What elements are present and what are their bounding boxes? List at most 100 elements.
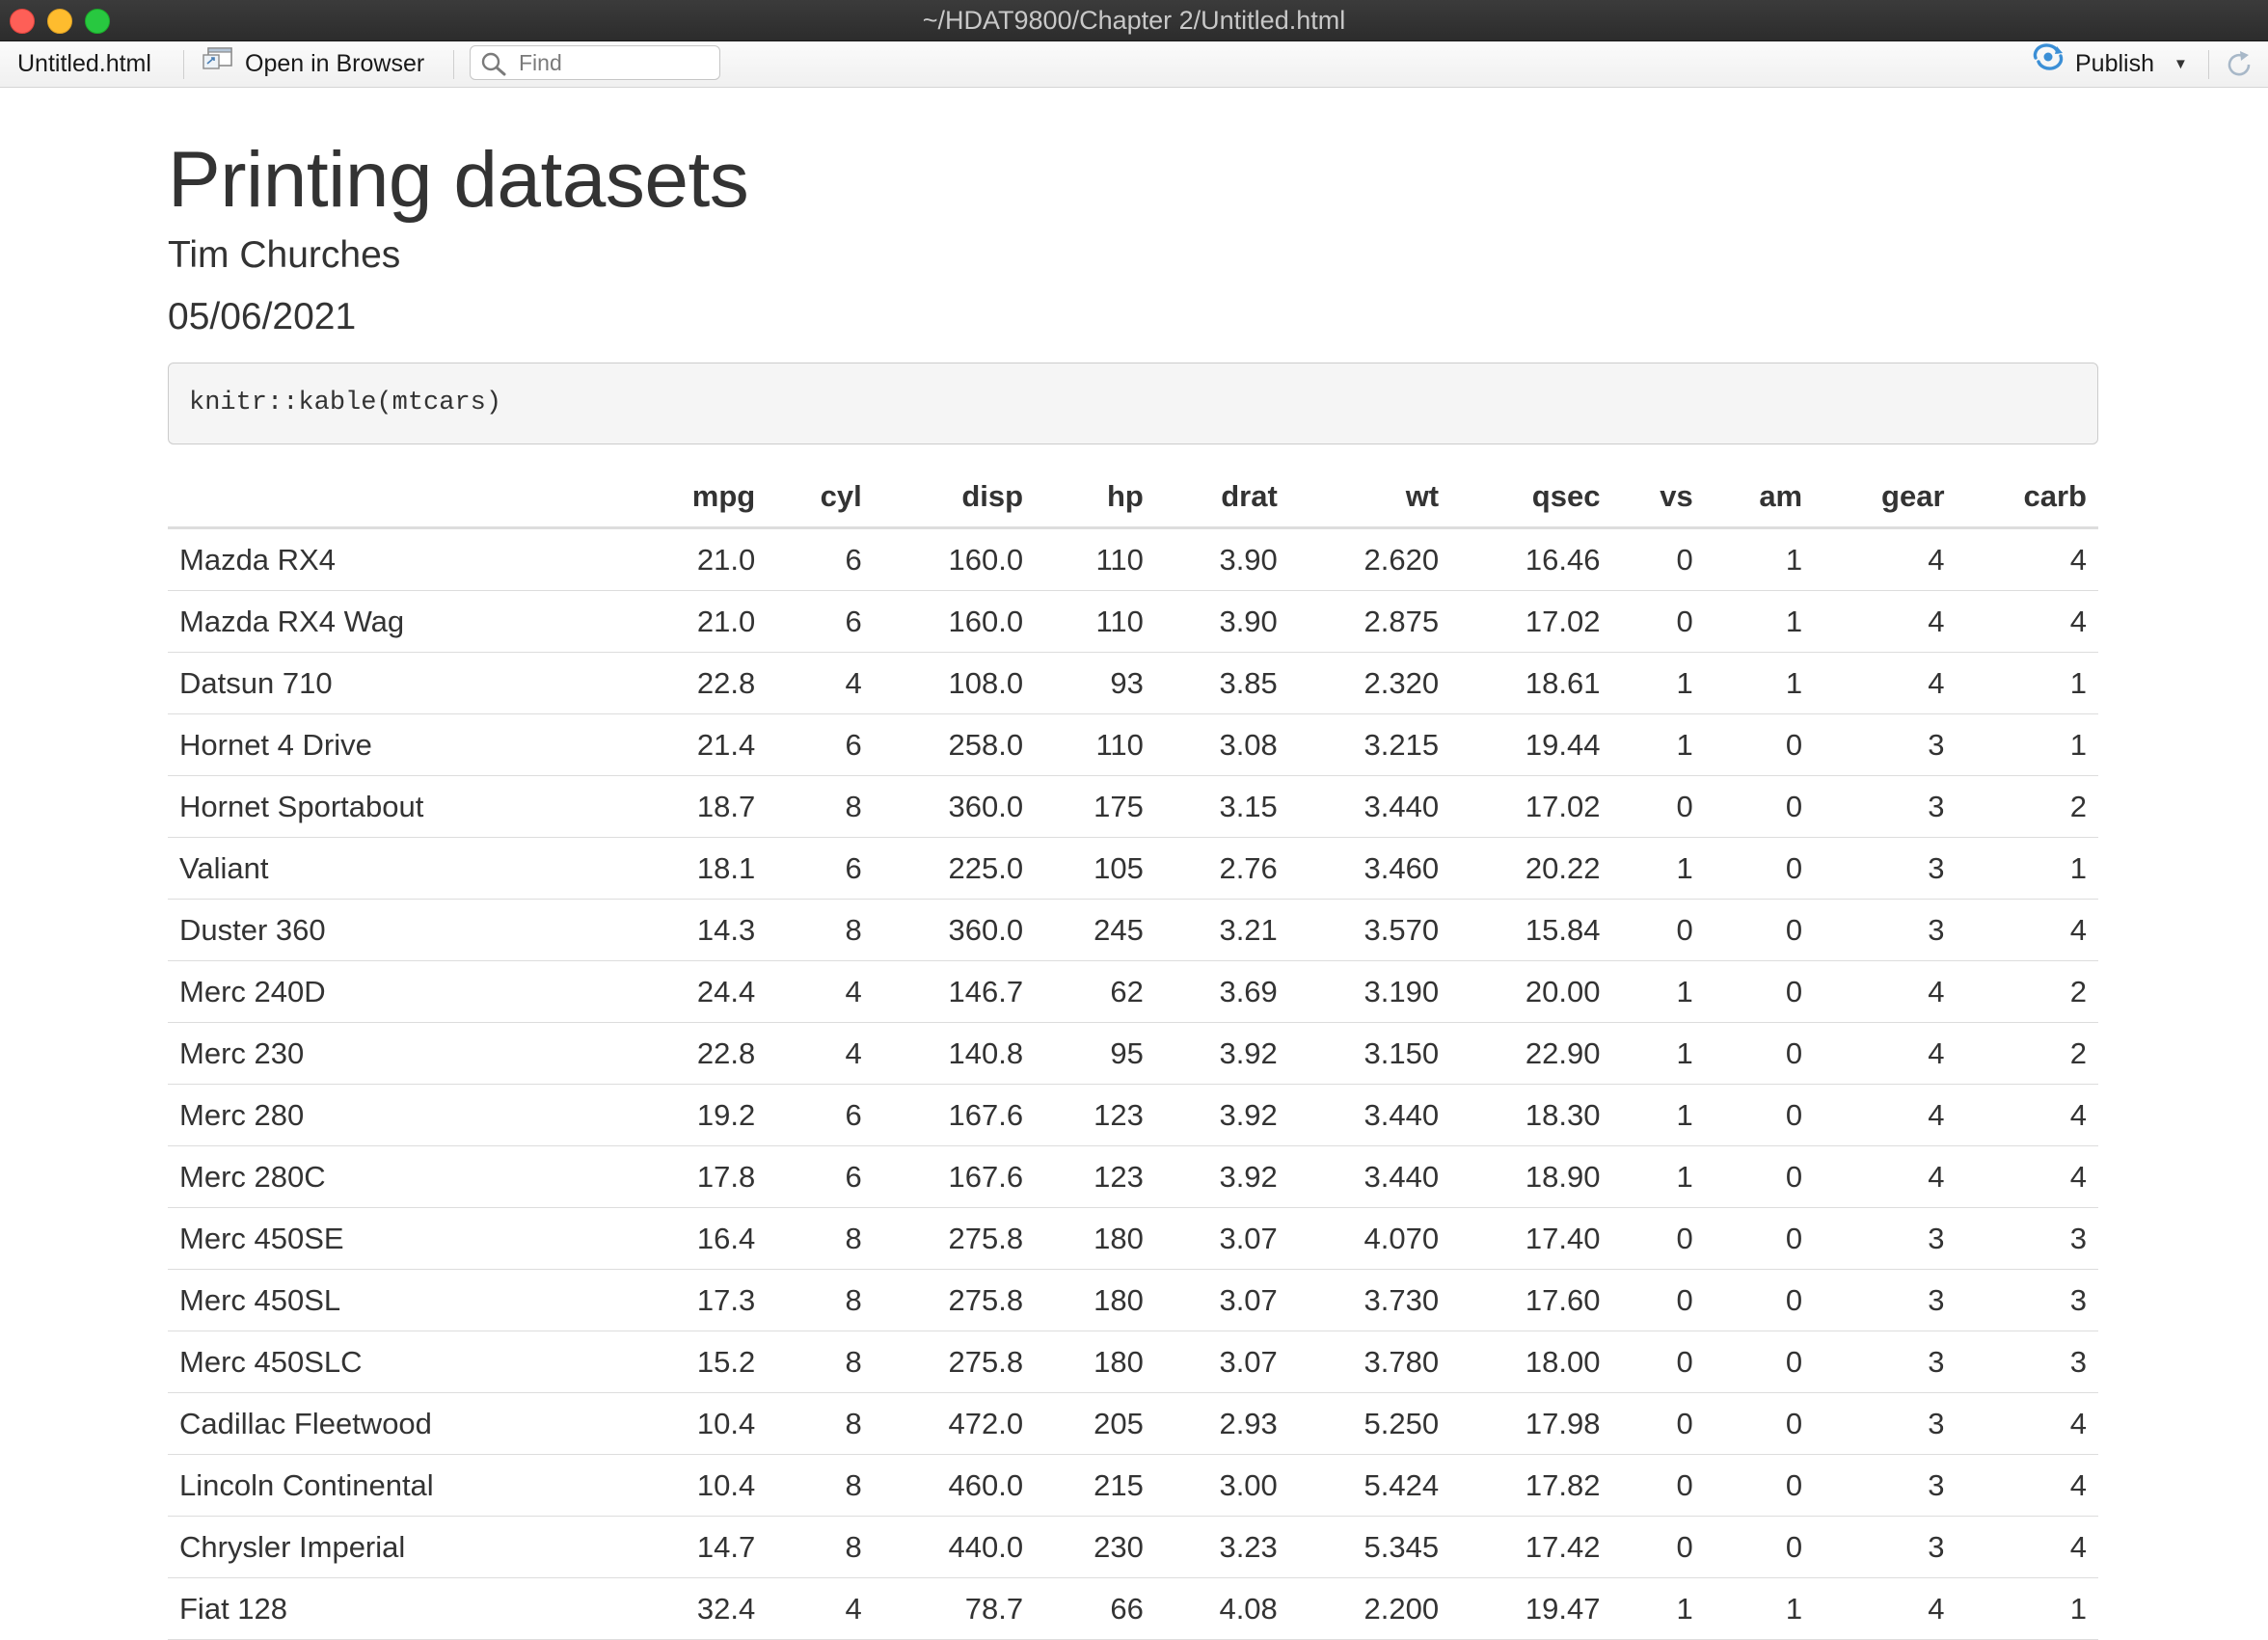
table-cell-wt: 2.200 xyxy=(1288,1577,1451,1640)
table-row: Lincoln Continental 10.4 8 460.0 215 3.00 5.42… xyxy=(168,1454,2098,1517)
row-name-cell: Valiant xyxy=(168,837,625,900)
table-cell-cyl: 6 xyxy=(767,590,874,653)
table-cell-disp: 146.7 xyxy=(873,960,1036,1023)
table-cell-drat: 3.92 xyxy=(1154,1145,1289,1208)
table-row: Mazda RX4 21.0 6 160.0 110 3.90 2.620 16.46 0 1 4 4 xyxy=(168,527,2098,591)
table-cell-carb: 1 xyxy=(1956,1577,2098,1640)
table-cell-qsec: 18.00 xyxy=(1450,1331,1612,1393)
table-cell-hp: 62 xyxy=(1035,960,1155,1023)
open-in-browser-button[interactable]: Open in Browser xyxy=(202,41,424,87)
table-cell-gear: 4 xyxy=(1814,1577,1957,1640)
code-block: knitr::kable(mtcars) xyxy=(168,363,2098,444)
chevron-down-icon[interactable]: ▼ xyxy=(2174,56,2188,72)
table-row: Merc 240D 24.4 4 146.7 62 3.69 3.190 20.00 1 0 4 2 xyxy=(168,960,2098,1023)
column-header-carb: carb xyxy=(1956,467,2098,529)
table-cell-disp: 78.7 xyxy=(873,1577,1036,1640)
table-cell-mpg: 24.4 xyxy=(624,960,768,1023)
window-zoom-button[interactable] xyxy=(85,9,110,34)
row-name-cell: Merc 280 xyxy=(168,1084,625,1146)
table-cell-hp: 230 xyxy=(1035,1516,1155,1578)
table-cell-qsec: 18.90 xyxy=(1450,1145,1612,1208)
table-cell-vs: 1 xyxy=(1611,1022,1705,1085)
table-cell-vs: 1 xyxy=(1611,652,1705,714)
table-cell-qsec: 17.02 xyxy=(1450,775,1612,838)
table-cell-am: 0 xyxy=(1704,837,1815,900)
file-name-label: Untitled.html xyxy=(17,50,151,77)
table-row: Merc 280 19.2 6 167.6 123 3.92 3.440 18.30 1 0 4 4 xyxy=(168,1084,2098,1146)
row-name-cell: Cadillac Fleetwood xyxy=(168,1392,625,1455)
row-name-cell: Lincoln Continental xyxy=(168,1454,625,1517)
table-row: Valiant 18.1 6 225.0 105 2.76 3.460 20.22 1 0 3 1 xyxy=(168,837,2098,900)
window-minimize-button[interactable] xyxy=(47,9,72,34)
table-cell-mpg: 14.3 xyxy=(624,899,768,961)
publish-button[interactable]: Publish ▼ xyxy=(2031,41,2188,87)
find-box xyxy=(470,45,720,80)
table-cell-gear: 3 xyxy=(1814,899,1957,961)
viewer-toolbar: Untitled.html Open in Browser xyxy=(0,41,2268,88)
table-cell-drat: 3.07 xyxy=(1154,1331,1289,1393)
table-cell-qsec: 22.90 xyxy=(1450,1022,1612,1085)
find-input[interactable] xyxy=(519,48,712,77)
table-cell-carb: 3 xyxy=(1956,1207,2098,1270)
table-cell-am: 1 xyxy=(1704,652,1815,714)
table-cell-drat: 3.07 xyxy=(1154,1207,1289,1270)
table-cell-am: 0 xyxy=(1704,775,1815,838)
table-cell-drat: 3.85 xyxy=(1154,652,1289,714)
table-cell-qsec: 17.60 xyxy=(1450,1269,1612,1331)
table-cell-drat: 4.08 xyxy=(1154,1577,1289,1640)
table-cell-qsec: 17.82 xyxy=(1450,1454,1612,1517)
table-cell-vs: 0 xyxy=(1611,1207,1705,1270)
table-cell-gear: 4 xyxy=(1814,652,1957,714)
table-cell-am: 0 xyxy=(1704,1269,1815,1331)
table-cell-cyl: 8 xyxy=(767,1516,874,1578)
window-title: ~/HDAT9800/Chapter 2/Untitled.html xyxy=(922,6,1346,35)
table-cell-wt: 3.780 xyxy=(1288,1331,1451,1393)
table-cell-gear: 3 xyxy=(1814,837,1957,900)
publish-icon xyxy=(2031,41,2075,87)
table-cell-wt: 3.570 xyxy=(1288,899,1451,961)
table-cell-mpg: 14.7 xyxy=(624,1516,768,1578)
table-cell-qsec: 20.22 xyxy=(1450,837,1612,900)
row-name-cell: Merc 450SL xyxy=(168,1269,625,1331)
table-cell-wt: 3.440 xyxy=(1288,775,1451,838)
table-cell-disp: 275.8 xyxy=(873,1269,1036,1331)
table-cell-carb: 4 xyxy=(1956,1516,2098,1578)
window-titlebar: ~/HDAT9800/Chapter 2/Untitled.html xyxy=(0,0,2268,41)
table-cell-wt: 5.345 xyxy=(1288,1516,1451,1578)
table-cell-gear: 3 xyxy=(1814,713,1957,776)
browser-window-icon xyxy=(202,41,245,87)
column-header-drat: drat xyxy=(1154,467,1289,529)
table-cell-vs: 0 xyxy=(1611,1454,1705,1517)
toolbar-separator xyxy=(453,50,454,79)
column-header-hp: hp xyxy=(1035,467,1155,529)
window-close-button[interactable] xyxy=(10,9,35,34)
refresh-icon[interactable] xyxy=(2224,49,2254,85)
table-cell-drat: 2.93 xyxy=(1154,1392,1289,1455)
table-cell-gear: 4 xyxy=(1814,960,1957,1023)
table-cell-wt: 3.215 xyxy=(1288,713,1451,776)
table-cell-drat: 2.76 xyxy=(1154,837,1289,900)
table-cell-disp: 108.0 xyxy=(873,652,1036,714)
table-cell-disp: 225.0 xyxy=(873,837,1036,900)
column-header-cyl: cyl xyxy=(767,467,874,529)
row-name-cell: Hornet Sportabout xyxy=(168,775,625,838)
table-cell-disp: 360.0 xyxy=(873,775,1036,838)
table-cell-vs: 1 xyxy=(1611,960,1705,1023)
table-cell-mpg: 22.8 xyxy=(624,1022,768,1085)
table-cell-gear: 4 xyxy=(1814,1084,1957,1146)
table-cell-disp: 160.0 xyxy=(873,590,1036,653)
table-cell-mpg: 10.4 xyxy=(624,1454,768,1517)
table-cell-cyl: 6 xyxy=(767,837,874,900)
column-header-vs: vs xyxy=(1611,467,1705,529)
table-cell-carb: 3 xyxy=(1956,1269,2098,1331)
table-cell-qsec: 15.84 xyxy=(1450,899,1612,961)
table-cell-drat: 3.21 xyxy=(1154,899,1289,961)
row-name-cell: Hornet 4 Drive xyxy=(168,713,625,776)
table-cell-cyl: 6 xyxy=(767,1084,874,1146)
table-cell-cyl: 6 xyxy=(767,713,874,776)
table-cell-am: 1 xyxy=(1704,1577,1815,1640)
table-cell-hp: 180 xyxy=(1035,1269,1155,1331)
column-header-rowname xyxy=(168,467,625,529)
table-cell-hp: 245 xyxy=(1035,899,1155,961)
row-name-cell: Merc 230 xyxy=(168,1022,625,1085)
